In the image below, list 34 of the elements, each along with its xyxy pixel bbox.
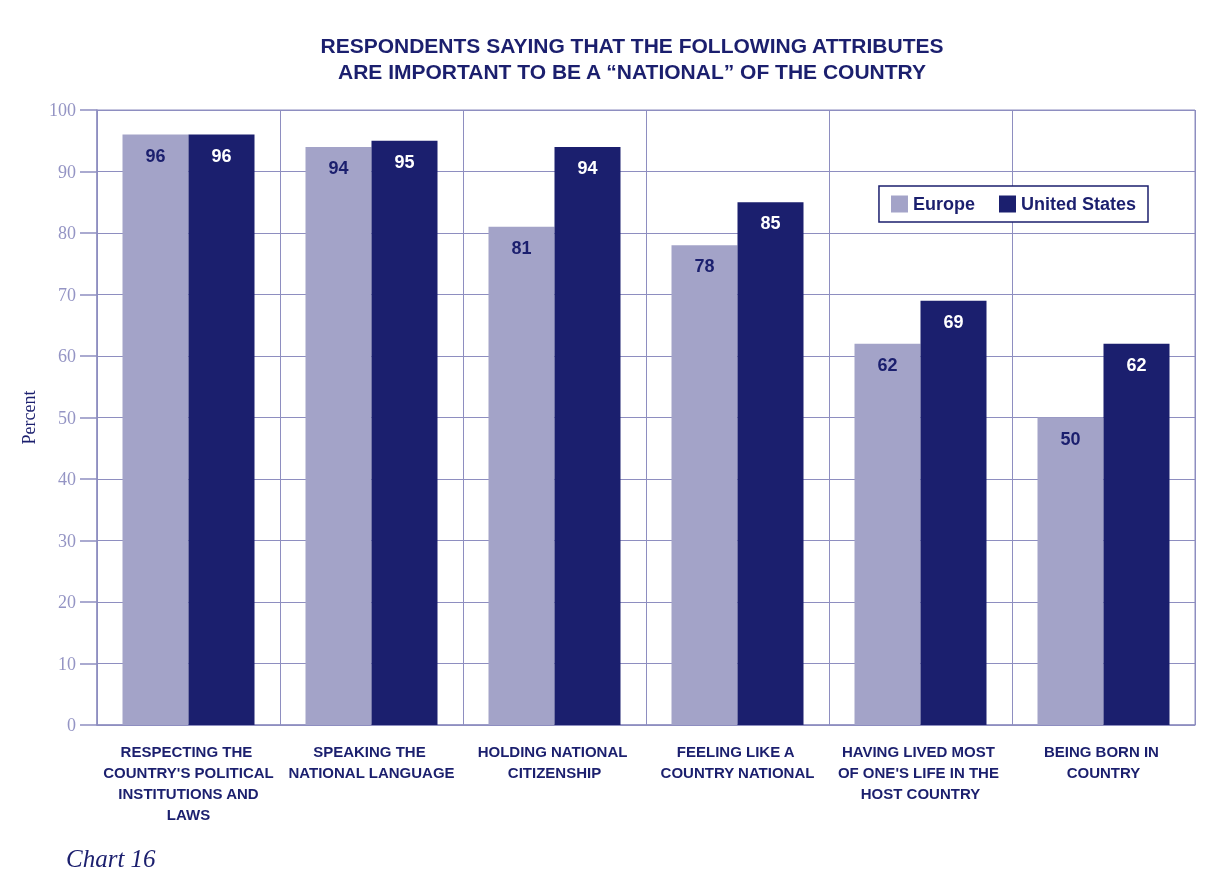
data-label: 94 xyxy=(577,157,598,178)
y-tick-label: 30 xyxy=(58,530,76,551)
data-label: 78 xyxy=(694,256,715,277)
y-tick-label: 50 xyxy=(58,407,76,428)
y-tick-label: 70 xyxy=(58,284,76,305)
y-tick-label: 20 xyxy=(58,592,76,612)
data-label: 62 xyxy=(1126,354,1147,375)
y-tick-label: 10 xyxy=(58,653,76,674)
x-tick-label: SPEAKING THE NATIONAL LANGUAGE xyxy=(288,743,455,781)
x-tick-label: HOLDING NATIONAL CITIZENSHIP xyxy=(477,743,632,781)
data-label: 69 xyxy=(943,311,964,332)
data-label: 96 xyxy=(145,145,166,166)
y-axis-title: Percent xyxy=(19,390,40,445)
x-tick-label: FEELING LIKE A COUNTRY NATIONAL xyxy=(660,743,815,781)
y-tick-label: 90 xyxy=(58,161,76,182)
caption: Chart 16 xyxy=(66,845,157,872)
legend-label: United States xyxy=(1020,194,1137,214)
data-label: 94 xyxy=(328,157,349,178)
data-label: 81 xyxy=(511,237,532,258)
data-label: 50 xyxy=(1060,428,1081,449)
data-label: 62 xyxy=(877,354,898,375)
x-tick-label: BEING BORN IN COUNTRY xyxy=(1043,743,1164,781)
data-label: 85 xyxy=(760,213,781,234)
y-tick-label: 100 xyxy=(49,100,76,120)
x-tick-label: HAVING LIVED MOST OF ONE'S LIFE IN THE HOST COUNTRY xyxy=(837,743,1004,802)
x-tick-label: RESPECTING THE COUNTRY'S POLITICAL INSTITUTIONS AND LAWS xyxy=(103,743,274,823)
legend-label: Europe xyxy=(912,194,975,214)
chart-title: RESPONDENTS SAYING THAT THE FOLLOWING ATTRIBUTES ARE IMPORTANT TO BE A “NATIONAL” OF THE COUNTRY xyxy=(319,33,945,85)
y-tick-label: 80 xyxy=(58,223,76,243)
y-tick-label: 0 xyxy=(67,715,76,735)
y-tick-label: 60 xyxy=(58,346,76,366)
data-label: 95 xyxy=(394,151,415,172)
data-label: 96 xyxy=(211,145,232,166)
y-tick-label: 40 xyxy=(58,469,76,489)
